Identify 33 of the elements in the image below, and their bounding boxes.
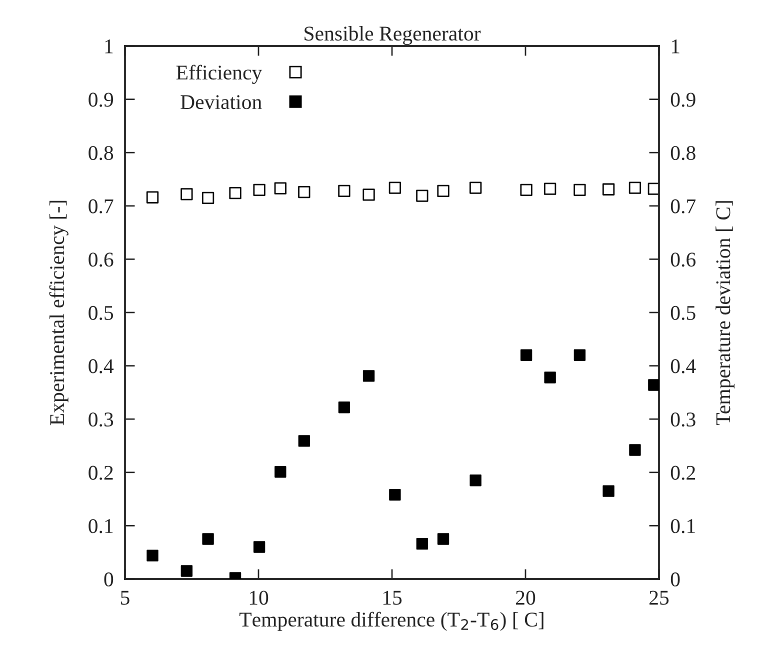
legend-label: Deviation bbox=[180, 95, 262, 110]
x-tick-label: 25 bbox=[650, 590, 669, 605]
y-tick-label: 0.9 bbox=[88, 92, 114, 107]
y2-tick-label: 0.2 bbox=[670, 466, 696, 480]
y2-tick-label: 0.1 bbox=[670, 519, 695, 534]
x-tick-label: 10 bbox=[250, 590, 268, 605]
y-tick-label: 0.5 bbox=[88, 306, 114, 320]
y-axis-title: Experimental efficiency [-] bbox=[49, 200, 68, 426]
y2-tick-label: 0.9 bbox=[670, 92, 696, 107]
y2-tick-label: 0 bbox=[670, 572, 680, 586]
x-tick-label: 15 bbox=[383, 590, 402, 605]
y2-tick-label: 0.7 bbox=[670, 199, 696, 214]
y-tick-label: 0.3 bbox=[88, 412, 114, 427]
x-axis-title: Temperature difference (T$_{2}$-T$_{6}$) [ C] bbox=[239, 612, 544, 631]
x-tick-label: 20 bbox=[516, 590, 536, 605]
y2-tick-label: 0.5 bbox=[670, 306, 696, 320]
x-tick-label: 5 bbox=[121, 590, 130, 605]
y-tick-label: 0.4 bbox=[88, 359, 114, 374]
y-tick-label: 0.2 bbox=[88, 466, 113, 480]
y2-tick-label: 1 bbox=[672, 39, 680, 54]
y-tick-label: 0.7 bbox=[88, 199, 114, 214]
y-tick-label: 1 bbox=[105, 39, 113, 54]
chart-title: Sensible Regenerator bbox=[304, 26, 481, 45]
y-tick-label: 0 bbox=[104, 572, 114, 586]
y-tick-label: 0.1 bbox=[88, 519, 113, 534]
y-tick-label: 0.6 bbox=[88, 252, 114, 267]
y-tick-label: 0.8 bbox=[88, 146, 114, 160]
legend-label: Efficiency bbox=[176, 64, 262, 84]
y2-tick-label: 0.6 bbox=[670, 252, 696, 267]
y2-tick-label: 0.4 bbox=[670, 359, 696, 374]
y2-axis-title: Temperature deviation [ C] bbox=[716, 201, 734, 426]
y2-tick-label: 0.8 bbox=[670, 146, 696, 160]
y2-tick-label: 0.3 bbox=[670, 412, 696, 427]
